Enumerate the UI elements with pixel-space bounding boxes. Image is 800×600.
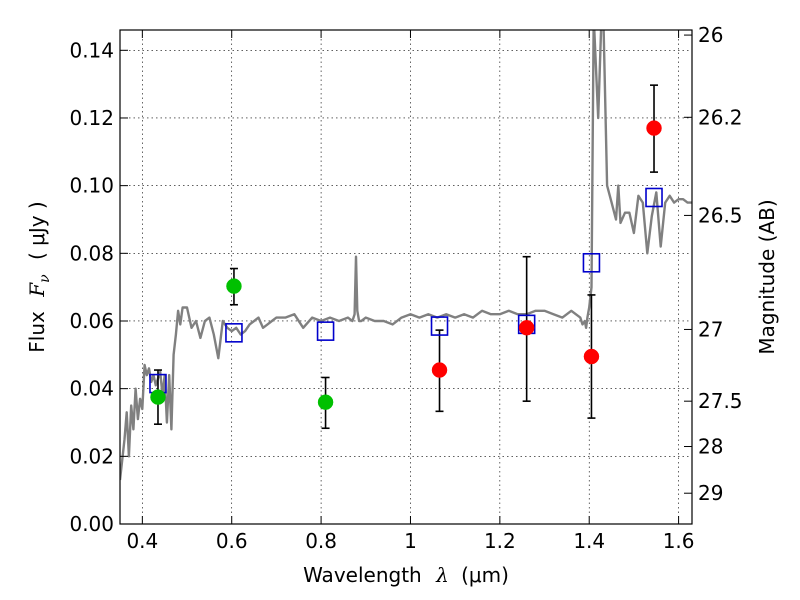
y-tick-label: 0.04 xyxy=(69,377,114,401)
model-photometry-square xyxy=(582,252,601,273)
y2-tick-label: 28 xyxy=(698,435,723,459)
y-tick-label: 0.12 xyxy=(69,106,114,130)
x-tick-label: 0.6 xyxy=(216,529,248,553)
observed-optical-point xyxy=(226,278,242,294)
y-tick-label: 0.06 xyxy=(69,309,114,333)
y2-tick-label: 29 xyxy=(698,481,723,505)
plot-frame xyxy=(119,29,693,525)
plot-area xyxy=(120,30,692,481)
y-tick-label: 0.10 xyxy=(69,174,114,198)
observed-nir-point xyxy=(431,362,448,378)
model-photometry-square xyxy=(645,187,663,208)
y2-tick-label: 26.5 xyxy=(698,203,743,227)
data-markers xyxy=(149,120,663,410)
model-photometry-square xyxy=(430,316,449,336)
observed-nir-point xyxy=(518,320,535,336)
y2-tick-label: 27 xyxy=(698,317,723,341)
error-bars xyxy=(153,84,659,430)
y-axis-title: Flux Fν ( μJy ) xyxy=(25,201,54,352)
x-tick-label: 1.6 xyxy=(663,529,695,553)
tick-labels: 0.4 0.6 0.8 1 1.2 1.4 1.6 0.00 0.02 0.04 0.06 0.08 0… xyxy=(69,23,742,553)
model-photometry-square xyxy=(225,323,243,343)
y2-tick-label: 26 xyxy=(698,23,723,47)
x-tick-label: 0.8 xyxy=(305,529,337,553)
y-tick-label: 0.00 xyxy=(69,512,114,536)
model-spectrum-line xyxy=(120,30,692,481)
model-photometry-square xyxy=(316,321,335,341)
observed-optical-point xyxy=(150,389,166,405)
y-tick-label: 0.08 xyxy=(69,241,114,265)
observed-nir-point xyxy=(583,348,600,365)
x-tick-label: 1 xyxy=(404,529,417,553)
x-tick-label: 1.2 xyxy=(484,529,516,553)
observed-nir-point xyxy=(646,120,662,136)
axis-ticks xyxy=(120,30,692,525)
y-tick-label: 0.14 xyxy=(69,38,114,62)
observed-optical-point xyxy=(317,394,334,410)
grid-lines xyxy=(120,30,692,524)
y-tick-label: 0.02 xyxy=(69,444,114,468)
y2-tick-label: 27.5 xyxy=(698,389,743,413)
x-tick-label: 0.4 xyxy=(126,529,158,553)
y2-tick-label: 26.2 xyxy=(698,105,743,129)
x-tick-label: 1.4 xyxy=(573,529,605,553)
y2-axis-title: Magnitude (AB) xyxy=(755,199,779,354)
x-axis-title: Wavelength λ (μm) xyxy=(303,563,509,587)
